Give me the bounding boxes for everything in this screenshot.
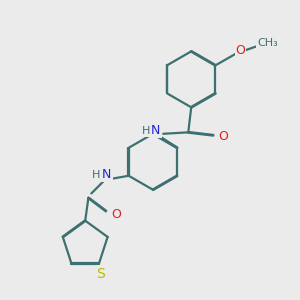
Text: S: S [96, 267, 105, 280]
Text: CH₃: CH₃ [257, 38, 278, 48]
Text: H: H [92, 170, 100, 180]
Text: O: O [219, 130, 229, 143]
Text: O: O [111, 208, 121, 220]
Text: H: H [141, 126, 150, 136]
Text: N: N [151, 124, 160, 137]
Text: N: N [102, 168, 112, 182]
Text: O: O [236, 44, 245, 57]
